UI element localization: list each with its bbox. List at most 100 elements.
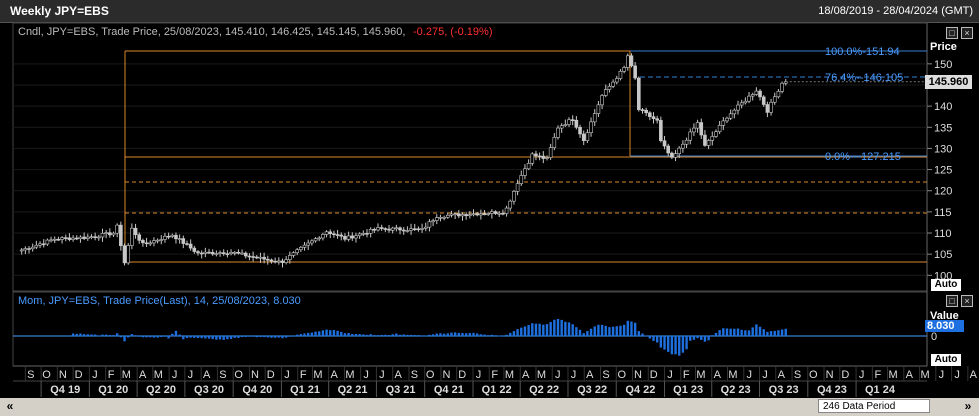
candle-body <box>545 157 549 159</box>
momentum-legend: Mom, JPY=EBS, Trade Price(Last), 14, 25/… <box>18 295 301 307</box>
momentum-bar <box>273 336 277 338</box>
candle-body <box>295 249 299 253</box>
candle-body <box>166 235 171 238</box>
momentum-bar <box>494 335 497 337</box>
candle-body <box>350 235 355 239</box>
candle-body <box>376 227 380 231</box>
momentum-bar <box>755 324 758 336</box>
candle-body <box>581 133 586 141</box>
quarter-label: Q4 22 <box>625 384 655 396</box>
momentum-bar <box>215 336 218 340</box>
momentum-bar <box>464 333 468 336</box>
momentum-bar <box>622 324 626 336</box>
quarter-label: Q3 20 <box>194 384 224 396</box>
candle-body <box>541 155 546 159</box>
candle-body <box>196 251 200 254</box>
maximize-icon[interactable]: □ <box>946 27 958 39</box>
month-label: M <box>537 369 546 381</box>
momentum-bar <box>487 335 490 336</box>
momentum-bar <box>475 333 479 336</box>
momentum-bar <box>439 333 442 336</box>
momentum-bar <box>79 333 82 336</box>
price-chart[interactable]: 100.0%-151.94 76.4%--146.105 0.0%---127.21… <box>0 0 979 398</box>
momentum-bar <box>479 334 483 336</box>
momentum-bar <box>321 330 325 336</box>
month-label: S <box>219 369 226 381</box>
momentum-bar <box>678 336 681 356</box>
candle-body <box>589 121 593 133</box>
price-auto-button[interactable]: Auto <box>931 279 961 291</box>
momentum-bar <box>747 330 751 336</box>
momentum-bar <box>453 332 457 336</box>
candle-body <box>60 237 64 240</box>
candle-body <box>52 238 57 241</box>
momentum-bar <box>736 328 740 336</box>
momentum-bar <box>119 336 123 338</box>
data-period-field[interactable]: 246 Data Period <box>818 399 930 413</box>
candle-body <box>684 139 689 145</box>
candle-body <box>659 119 663 141</box>
momentum-bar <box>428 334 431 336</box>
momentum-bar <box>696 336 699 339</box>
momentum-bar <box>509 332 512 336</box>
momentum-bar <box>292 335 295 337</box>
candle-body <box>460 214 465 217</box>
candle-body <box>387 228 391 231</box>
scroll-right-icon[interactable]: » <box>964 399 972 413</box>
momentum-bar <box>82 334 86 336</box>
momentum-bar <box>604 325 607 336</box>
candle-body <box>78 236 83 240</box>
close-icon[interactable]: × <box>961 27 973 39</box>
momentum-bar <box>663 336 666 350</box>
momentum-current-value: 8.030 <box>927 320 955 332</box>
candle-body <box>688 131 693 141</box>
momentum-bar <box>413 335 416 336</box>
candle-body <box>63 237 68 239</box>
fib-level-76-label: 76.4%--146.105 <box>825 72 903 84</box>
candle-body <box>607 85 612 90</box>
candle-body <box>629 55 634 67</box>
candle-body <box>115 224 119 234</box>
momentum-bar <box>769 331 773 336</box>
candle-body <box>398 227 402 231</box>
momentum-bar <box>549 322 552 336</box>
momentum-bar <box>295 334 299 336</box>
month-label: A <box>139 369 147 381</box>
candle-body <box>284 259 288 263</box>
month-label: O <box>234 369 243 381</box>
candle-body <box>747 95 751 102</box>
momentum-auto-button[interactable]: Auto <box>931 354 961 366</box>
price-tick-label: 110 <box>934 228 952 240</box>
momentum-bar <box>578 329 582 336</box>
quarter-label: Q1 22 <box>482 384 512 396</box>
momentum-bar <box>751 327 754 336</box>
momentum-bar <box>90 334 93 336</box>
candle-body <box>486 213 491 215</box>
candle-body <box>519 175 524 184</box>
momentum-bar <box>633 322 637 336</box>
scroll-left-icon[interactable]: « <box>6 399 14 413</box>
price-tick-label: 120 <box>934 186 952 198</box>
momentum-bar <box>619 325 622 336</box>
momentum-bar <box>523 326 527 336</box>
month-label: M <box>154 369 163 381</box>
momentum-bar <box>740 329 743 336</box>
candle-body <box>761 96 766 105</box>
month-label: F <box>874 369 881 381</box>
candle-body <box>625 55 630 68</box>
momentum-bar <box>251 336 255 337</box>
momentum-bar <box>626 320 629 336</box>
candle-body <box>743 100 748 104</box>
momentum-bar <box>553 319 556 336</box>
candle-body <box>41 243 46 246</box>
quarter-label: Q1 23 <box>673 384 703 396</box>
month-label: N <box>251 369 259 381</box>
momentum-bar <box>655 336 659 343</box>
month-label: M <box>728 369 737 381</box>
candle-body <box>328 231 333 235</box>
momentum-close-icon[interactable]: × <box>961 295 973 307</box>
momentum-bar <box>138 336 141 337</box>
momentum-bar <box>615 326 618 336</box>
month-label: A <box>778 369 786 381</box>
momentum-maximize-icon[interactable]: □ <box>946 295 958 307</box>
